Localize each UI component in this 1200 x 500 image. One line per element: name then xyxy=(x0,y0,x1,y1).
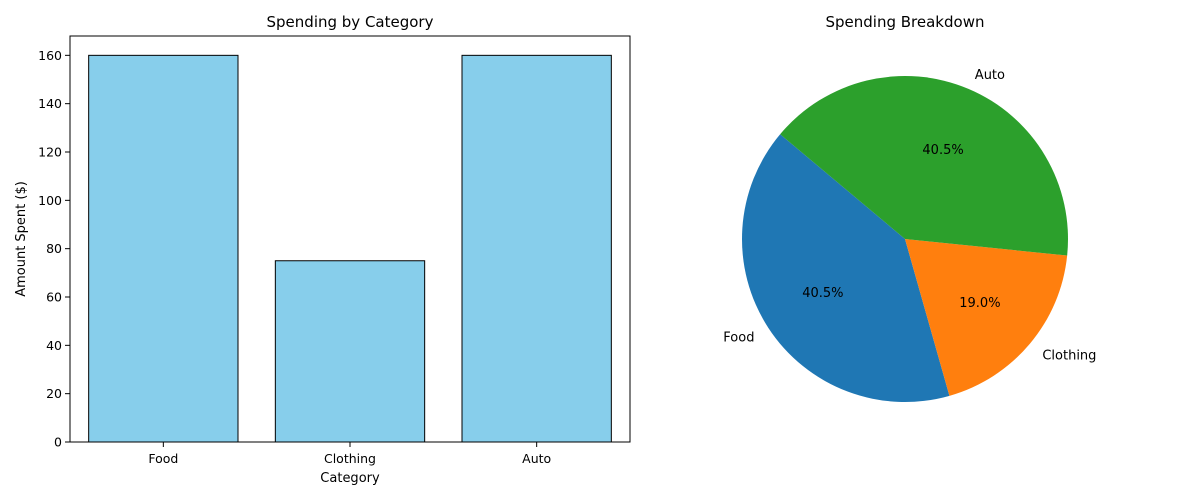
y-tick-label: 60 xyxy=(46,290,62,305)
pie-label-auto: Auto xyxy=(975,68,1005,83)
bar-chart-title: Spending by Category xyxy=(267,13,434,31)
pie-percent-clothing: 19.0% xyxy=(959,296,1000,311)
y-tick-label: 160 xyxy=(38,48,62,63)
y-tick-label: 40 xyxy=(46,338,62,353)
x-tick-label: Clothing xyxy=(324,451,376,466)
pie-label-clothing: Clothing xyxy=(1042,348,1096,363)
pie-chart-title: Spending Breakdown xyxy=(826,13,985,31)
y-tick-label: 120 xyxy=(38,145,62,160)
y-tick-label: 0 xyxy=(54,435,62,450)
bar-chart: Spending by Category 0 20 40 60 80 100 120 140 1… xyxy=(14,13,631,486)
pie-slice-clothing xyxy=(905,239,1068,396)
pie-label-food: Food xyxy=(723,330,754,345)
x-axis-label: Category xyxy=(320,471,380,486)
pie-slice-auto xyxy=(780,76,1068,256)
pie-slices xyxy=(741,76,1068,403)
y-axis-label: Amount Spent ($) xyxy=(14,181,29,297)
pie-percent-auto: 40.5% xyxy=(922,143,963,158)
bar-series xyxy=(88,54,612,443)
y-tick-label: 100 xyxy=(38,193,62,208)
pie-labels: Food 40.5% Clothing 19.0% Auto 40.5% xyxy=(723,68,1096,363)
y-tick-label: 20 xyxy=(46,386,62,401)
x-tick-label: Auto xyxy=(522,451,551,466)
pie-chart: Spending Breakdown Food 40.5% Clothing 19.0… xyxy=(723,13,1096,403)
bar-auto xyxy=(461,54,612,443)
y-tick-label: 140 xyxy=(38,96,62,111)
y-axis-ticks: 0 20 40 60 80 100 120 140 160 xyxy=(38,48,70,450)
bar-food xyxy=(88,54,239,443)
bar-clothing xyxy=(274,260,426,443)
x-axis-ticks: Food Clothing Auto xyxy=(148,442,551,466)
pie-slice-food xyxy=(741,134,950,403)
pie-percent-food: 40.5% xyxy=(802,286,843,301)
y-tick-label: 80 xyxy=(46,241,62,256)
x-tick-label: Food xyxy=(148,451,178,466)
